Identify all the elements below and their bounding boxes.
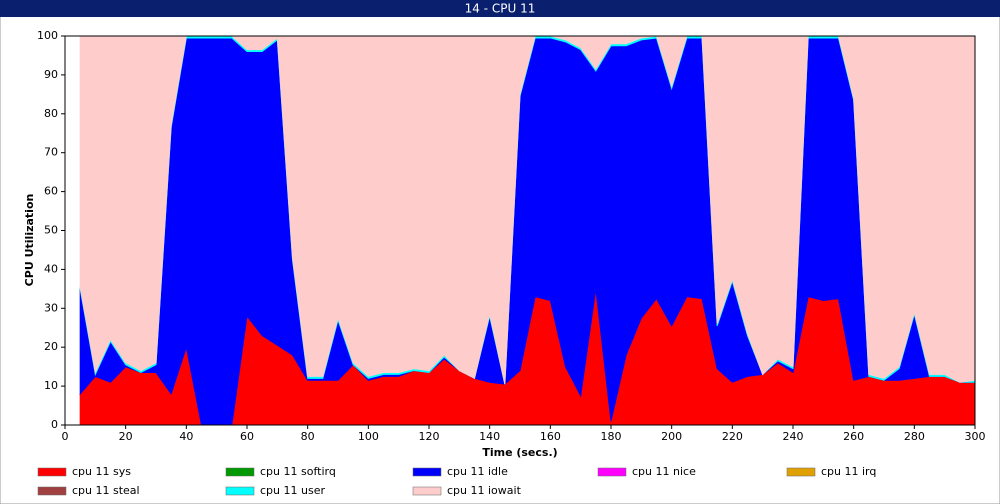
- legend-swatch: [786, 467, 816, 477]
- y-axis-label: CPU Utilization: [23, 194, 36, 287]
- legend-label: cpu 11 softirq: [260, 465, 336, 478]
- x-tick-label: 60: [240, 430, 254, 443]
- x-tick-label: 40: [179, 430, 193, 443]
- legend-label: cpu 11 user: [260, 484, 325, 497]
- y-tick-label: 60: [44, 185, 58, 198]
- y-tick-label: 0: [51, 418, 58, 431]
- x-tick-label: 100: [358, 430, 379, 443]
- x-tick-label: 80: [301, 430, 315, 443]
- legend-swatch: [597, 467, 627, 477]
- legend-label: cpu 11 idle: [447, 465, 508, 478]
- x-tick-label: 200: [661, 430, 682, 443]
- legend-swatch: [37, 467, 67, 477]
- x-tick-label: 20: [119, 430, 133, 443]
- y-tick-label: 20: [44, 340, 58, 353]
- legend-label: cpu 11 iowait: [447, 484, 522, 497]
- legend-swatch: [225, 467, 255, 477]
- x-tick-label: 0: [62, 430, 69, 443]
- legend-swatch: [225, 486, 255, 496]
- legend-swatch: [412, 486, 442, 496]
- x-tick-label: 260: [843, 430, 864, 443]
- y-tick-label: 90: [44, 68, 58, 81]
- y-tick-label: 40: [44, 262, 58, 275]
- x-tick-label: 240: [783, 430, 804, 443]
- chart-title: 14 - CPU 11: [465, 2, 536, 16]
- x-tick-label: 300: [965, 430, 986, 443]
- legend-swatch: [412, 467, 442, 477]
- y-tick-label: 10: [44, 379, 58, 392]
- x-tick-label: 280: [904, 430, 925, 443]
- x-tick-label: 160: [540, 430, 561, 443]
- legend-label: cpu 11 steal: [72, 484, 140, 497]
- legend-label: cpu 11 sys: [72, 465, 131, 478]
- y-tick-label: 50: [44, 224, 58, 237]
- x-tick-label: 220: [722, 430, 743, 443]
- legend-label: cpu 11 irq: [821, 465, 876, 478]
- y-tick-label: 100: [37, 29, 58, 42]
- legend-swatch: [37, 486, 67, 496]
- y-tick-label: 70: [44, 146, 58, 159]
- x-tick-label: 140: [479, 430, 500, 443]
- title-bar: [0, 0, 1000, 17]
- x-tick-label: 180: [601, 430, 622, 443]
- x-tick-label: 120: [419, 430, 440, 443]
- y-tick-label: 80: [44, 107, 58, 120]
- x-axis-label: Time (secs.): [482, 446, 557, 459]
- y-tick-label: 30: [44, 301, 58, 314]
- legend-label: cpu 11 nice: [632, 465, 696, 478]
